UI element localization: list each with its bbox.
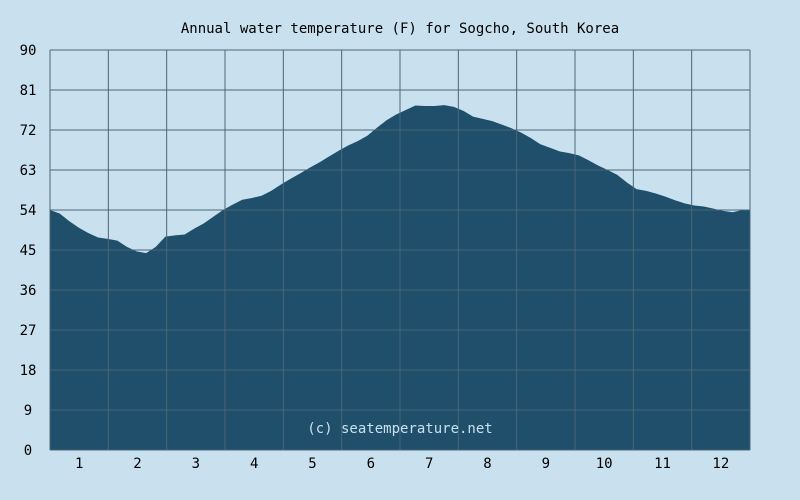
y-axis-ticks: 0 9 18 27 36 45 54 63 72 81 90 — [20, 43, 37, 459]
x-tick-label: 7 — [425, 456, 433, 472]
y-tick-label: 72 — [20, 123, 37, 139]
x-tick-label: 5 — [308, 456, 316, 472]
x-tick-label: 4 — [250, 456, 258, 472]
gridlines — [49, 49, 751, 451]
y-tick-label: 45 — [20, 243, 37, 259]
y-tick-label: 36 — [20, 283, 37, 299]
x-tick-label: 8 — [483, 456, 491, 472]
y-tick-label: 27 — [20, 323, 37, 339]
chart-title: Annual water temperature (F) for Sogcho,… — [181, 21, 619, 37]
y-tick-label: 81 — [20, 83, 37, 99]
x-tick-label: 1 — [75, 456, 83, 472]
x-tick-label: 3 — [192, 456, 200, 472]
x-tick-label: 10 — [596, 456, 613, 472]
x-tick-label: 6 — [367, 456, 375, 472]
x-tick-label: 11 — [654, 456, 671, 472]
y-tick-label: 63 — [20, 163, 37, 179]
x-tick-label: 12 — [712, 456, 729, 472]
watermark-text: (c) seatemperature.net — [307, 421, 492, 437]
y-tick-label: 0 — [24, 443, 32, 459]
x-tick-label: 9 — [542, 456, 550, 472]
x-axis-ticks: 1 2 3 4 5 6 7 8 9 10 11 12 — [75, 456, 729, 472]
y-tick-label: 54 — [20, 203, 37, 219]
y-tick-label: 18 — [20, 363, 37, 379]
y-tick-label: 90 — [20, 43, 37, 59]
x-tick-label: 2 — [133, 456, 141, 472]
y-tick-label: 9 — [24, 403, 32, 419]
